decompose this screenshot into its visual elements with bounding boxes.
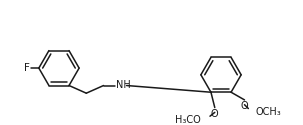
Text: O: O <box>211 108 218 118</box>
Text: F: F <box>24 63 30 73</box>
Text: O: O <box>241 101 248 111</box>
Text: OCH₃: OCH₃ <box>255 107 281 117</box>
Text: NH: NH <box>116 80 131 90</box>
Text: H₃CO: H₃CO <box>175 115 200 125</box>
